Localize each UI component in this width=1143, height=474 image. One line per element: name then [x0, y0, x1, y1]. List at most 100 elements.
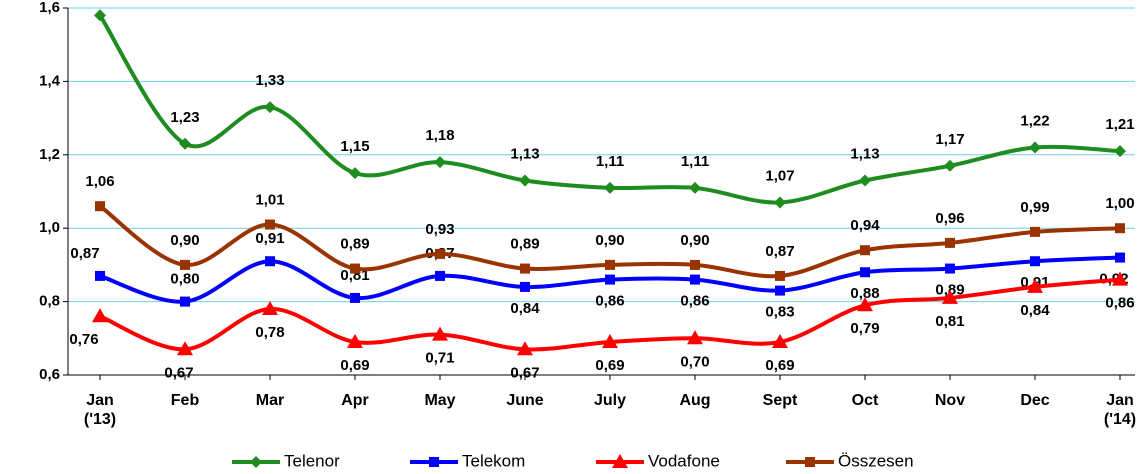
- data-label: 1,21: [1105, 116, 1134, 133]
- legend-marker: [250, 456, 262, 468]
- point: [1030, 256, 1040, 267]
- data-label: 0,86: [680, 293, 709, 310]
- data-label: 0,91: [255, 230, 284, 247]
- point: [1115, 223, 1125, 234]
- data-label: 0,84: [1020, 302, 1050, 319]
- y-tick-label: 1,4: [39, 72, 61, 89]
- point: [689, 181, 701, 194]
- data-label: 0,96: [935, 210, 964, 227]
- data-label: 1,23: [170, 109, 199, 126]
- point: [94, 9, 106, 22]
- point: [772, 333, 788, 348]
- data-label: 1,33: [255, 72, 284, 89]
- point: [1115, 252, 1125, 263]
- point: [92, 308, 108, 323]
- data-label: 1,17: [935, 131, 964, 148]
- data-label: 1,01: [255, 191, 284, 208]
- x-tick-label: June: [506, 392, 544, 409]
- point: [519, 174, 531, 187]
- y-tick-label: 1,2: [39, 146, 60, 163]
- x-tick-label: Jan ('14): [1103, 392, 1137, 428]
- data-label: 1,07: [765, 167, 794, 184]
- point: [177, 341, 193, 356]
- point: [605, 259, 615, 270]
- point: [95, 201, 105, 212]
- point: [435, 270, 445, 281]
- point: [690, 259, 700, 270]
- point: [1029, 141, 1041, 154]
- data-label: 0,87: [765, 243, 794, 260]
- x-tick-label: Jan ('13): [83, 392, 117, 428]
- point: [775, 285, 785, 296]
- point: [435, 248, 445, 259]
- point: [265, 256, 275, 267]
- point: [264, 101, 276, 114]
- point: [432, 326, 448, 341]
- point: [860, 245, 870, 256]
- data-label: 0,70: [680, 353, 709, 370]
- point: [350, 292, 360, 303]
- legend-label: Telekom: [462, 451, 525, 470]
- y-tick-label: 1,6: [39, 0, 60, 16]
- data-label: 1,13: [850, 145, 879, 162]
- x-tick-label: Feb: [170, 392, 200, 409]
- point: [347, 333, 363, 348]
- data-label: 1,11: [681, 153, 709, 170]
- point: [1027, 278, 1043, 293]
- data-label: 0,87: [70, 245, 99, 262]
- data-label: 0,89: [340, 236, 369, 253]
- x-tick-label: Nov: [934, 392, 966, 409]
- data-label: 0,79: [850, 320, 879, 337]
- data-label: 0,78: [255, 324, 284, 341]
- y-tick-label: 0,8: [39, 293, 60, 310]
- point: [774, 196, 786, 209]
- point: [945, 237, 955, 248]
- data-label: 0,94: [850, 217, 880, 234]
- point: [604, 181, 616, 194]
- point: [860, 267, 870, 278]
- point: [95, 270, 105, 281]
- point: [179, 137, 191, 150]
- point: [180, 259, 190, 270]
- data-label: 0,71: [425, 350, 454, 367]
- point: [690, 274, 700, 285]
- y-tick-label: 1,0: [39, 219, 60, 236]
- legend-marker: [805, 457, 815, 467]
- data-label: 0,76: [69, 331, 98, 348]
- x-tick-label: July: [593, 392, 626, 409]
- data-label: 1,06: [85, 173, 114, 190]
- data-label: 0,88: [850, 285, 879, 302]
- point: [687, 330, 703, 345]
- data-label: 1,11: [596, 153, 624, 170]
- point: [602, 333, 618, 348]
- data-label: 1,22: [1020, 112, 1049, 129]
- x-tick-label: Oct: [851, 392, 879, 409]
- point: [942, 289, 958, 304]
- point: [517, 341, 533, 356]
- legend-marker: [612, 454, 628, 468]
- data-label: 0,90: [680, 232, 709, 249]
- data-label: 0,93: [425, 221, 454, 238]
- data-label: 0,69: [340, 357, 369, 374]
- x-tick-label: Sept: [762, 392, 798, 409]
- series-line: [98, 14, 1121, 205]
- data-label: 0,90: [170, 232, 199, 249]
- data-label: 1,13: [510, 145, 539, 162]
- data-label: 0,80: [170, 271, 199, 288]
- x-tick-label: Aug: [679, 392, 711, 409]
- point: [1114, 145, 1126, 158]
- data-label: 1,15: [340, 138, 369, 155]
- point: [1112, 271, 1128, 286]
- data-label: 0,67: [164, 364, 193, 381]
- data-label: 1,00: [1105, 195, 1134, 212]
- x-tick-label: Apr: [341, 392, 369, 409]
- point: [859, 174, 871, 187]
- x-tick-label: Dec: [1020, 392, 1050, 409]
- point: [262, 300, 278, 315]
- point: [605, 274, 615, 285]
- point: [349, 167, 361, 180]
- data-label: 0,86: [1105, 295, 1134, 312]
- x-tick-label: Mar: [255, 392, 285, 409]
- data-label: 0,83: [765, 304, 794, 321]
